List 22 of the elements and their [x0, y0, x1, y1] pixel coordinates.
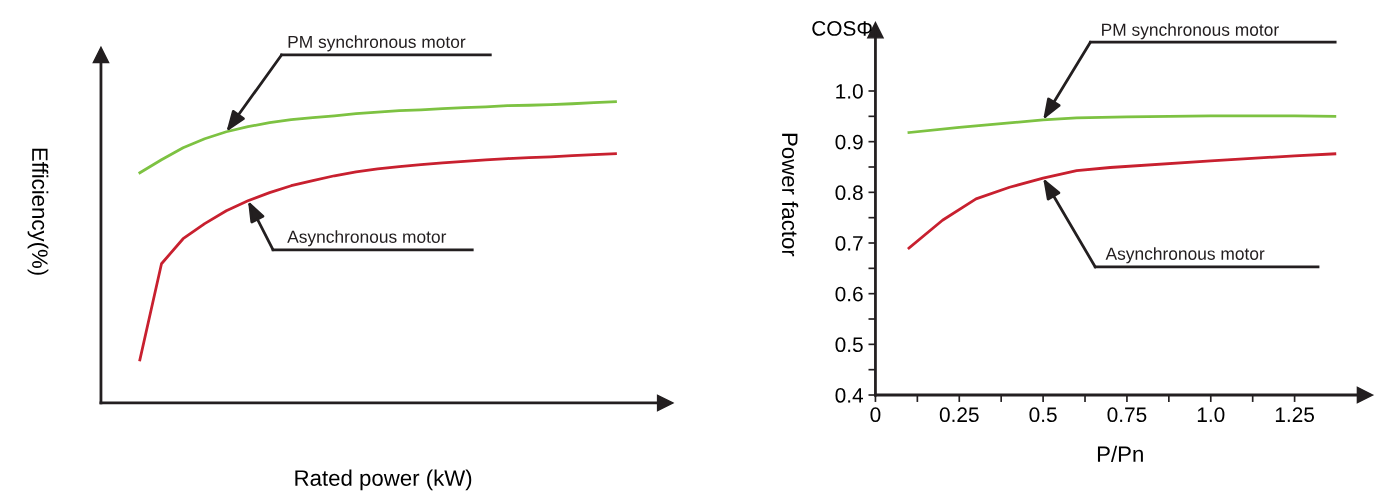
- x-tick-label: 0.25: [939, 407, 979, 423]
- y-tick-label: 0.5: [835, 337, 863, 353]
- y-axis-title: Power factor: [781, 133, 799, 257]
- y-tick-label: 1.0: [836, 84, 863, 99]
- y-tick-label: 0.7: [835, 236, 863, 251]
- x-axis-title: P/Pn: [1097, 445, 1143, 462]
- y-tick-label: 0.9: [835, 134, 863, 150]
- y-tick-label: 0.6: [835, 286, 863, 302]
- text: PM synchronous motor: [1102, 23, 1279, 40]
- x-tick-label: 0.75: [1107, 407, 1147, 423]
- text: Asynchronous motor: [287, 230, 447, 247]
- y-axis-title: Efficiency(%): [27, 148, 49, 275]
- x-tick-label: 1.25: [1275, 407, 1314, 423]
- x-tick-label: 1.0: [1197, 407, 1225, 423]
- x-tick-label: 0: [870, 407, 881, 423]
- text: Asynchronous motor: [1105, 247, 1265, 264]
- y-tick-label: 0.4: [835, 388, 864, 403]
- text: COSΦ: [812, 21, 872, 36]
- x-axis-title: Rated power (kW): [295, 469, 472, 491]
- y-tick-label: 0.8: [835, 185, 863, 201]
- text: PM synchronous motor: [288, 35, 466, 52]
- x-tick-label: 0.5: [1029, 407, 1057, 423]
